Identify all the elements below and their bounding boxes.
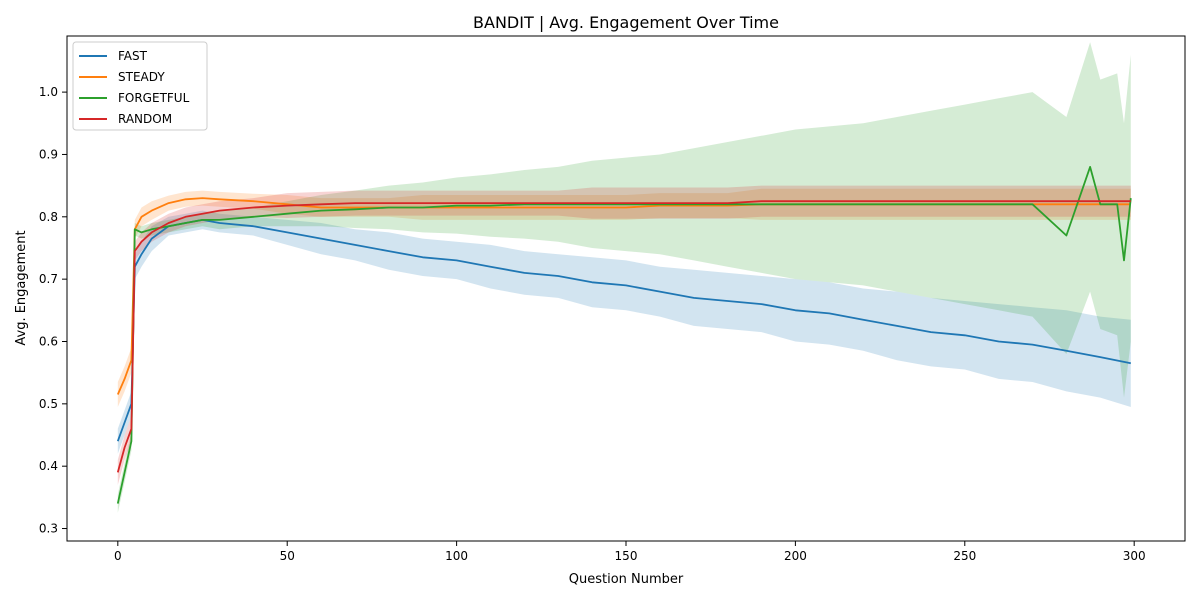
x-tick-label: 50 <box>280 549 295 563</box>
y-axis-label: Avg. Engagement <box>14 230 29 345</box>
legend-label-forgetful: FORGETFUL <box>118 91 190 105</box>
x-tick-label: 200 <box>784 549 807 563</box>
forgetful-confidence-band <box>117 42 1131 513</box>
x-tick-label: 150 <box>615 549 638 563</box>
y-tick-label: 0.4 <box>39 459 58 473</box>
x-axis-ticks: 0 50 100 150 200 250 300 <box>114 541 1146 563</box>
x-tick-label: 300 <box>1123 549 1146 563</box>
y-tick-label: 0.8 <box>39 210 58 224</box>
steady-confidence-band <box>117 188 1131 407</box>
y-tick-label: 1.0 <box>39 85 58 99</box>
y-tick-label: 0.3 <box>39 522 58 536</box>
x-tick-label: 250 <box>953 549 976 563</box>
legend-label-steady: STEADY <box>118 70 165 84</box>
x-axis-label: Question Number <box>569 572 684 587</box>
legend-box <box>72 41 208 131</box>
chart-title: BANDIT | Avg. Engagement Over Time <box>473 13 779 32</box>
legend: FAST STEADY FORGETFUL RANDOM <box>72 41 208 131</box>
y-tick-label: 0.5 <box>39 397 58 411</box>
y-tick-label: 0.9 <box>39 147 58 161</box>
y-tick-label: 0.6 <box>39 334 58 348</box>
confidence-bands <box>117 42 1131 513</box>
x-tick-label: 0 <box>114 549 122 563</box>
legend-label-fast: FAST <box>118 49 148 63</box>
legend-label-random: RANDOM <box>118 112 172 126</box>
y-tick-label: 0.7 <box>39 272 58 286</box>
forgetful-series-line <box>116 165 1132 504</box>
random-confidence-band <box>117 185 1131 485</box>
y-axis-ticks: 0.3 0.4 0.5 0.6 0.7 0.8 0.9 1.0 <box>39 85 67 536</box>
random-series-line <box>116 200 1131 473</box>
series-lines <box>116 165 1132 504</box>
x-tick-label: 100 <box>445 549 468 563</box>
